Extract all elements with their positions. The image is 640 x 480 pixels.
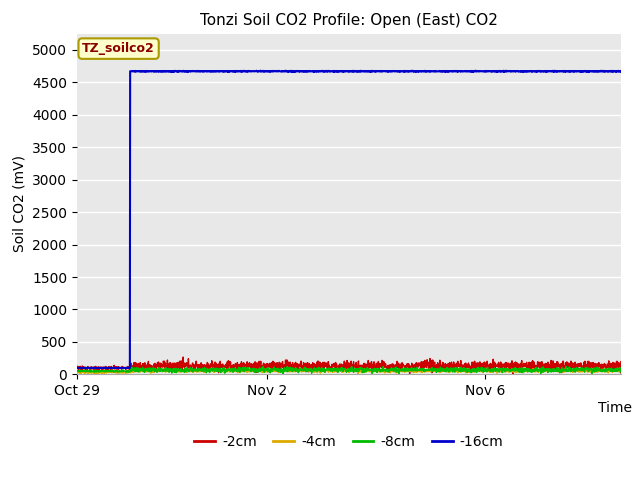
Title: Tonzi Soil CO2 Profile: Open (East) CO2: Tonzi Soil CO2 Profile: Open (East) CO2 [200,13,498,28]
X-axis label: Time: Time [598,401,632,415]
Legend: -2cm, -4cm, -8cm, -16cm: -2cm, -4cm, -8cm, -16cm [189,429,509,454]
Y-axis label: Soil CO2 (mV): Soil CO2 (mV) [12,156,26,252]
Text: TZ_soilco2: TZ_soilco2 [82,42,155,55]
